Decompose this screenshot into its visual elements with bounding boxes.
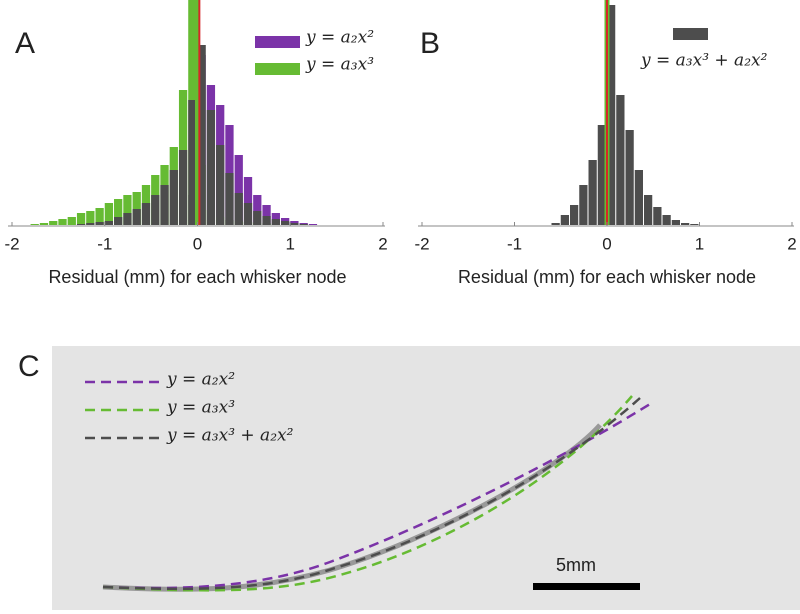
histogram-bar (253, 195, 262, 225)
histogram-bar (644, 195, 653, 225)
panel-letter: A (15, 27, 35, 60)
histogram-bar (76, 213, 86, 225)
histogram-bar (95, 222, 104, 225)
histogram-bar (95, 208, 104, 225)
histogram-bar (123, 195, 132, 225)
x-tick-label: -2 (4, 234, 19, 253)
histogram-bar (681, 223, 690, 225)
histogram-bar (141, 203, 151, 225)
legend-label: y = a₃x³ + a₂x² (166, 426, 294, 446)
histogram-bar (114, 217, 123, 225)
x-axis-label: Residual (mm) for each whisker node (458, 267, 756, 287)
x-tick-label: 2 (787, 234, 796, 253)
histogram-bar (123, 213, 132, 225)
histogram-bar (30, 224, 39, 225)
histogram-bar (86, 223, 95, 225)
legend-label: y = a₃x³ (166, 398, 235, 418)
histogram-bar (262, 205, 271, 225)
histogram-bar (151, 195, 160, 225)
histogram-bar (634, 170, 643, 225)
histogram-bar (206, 110, 216, 225)
histogram-bar (39, 223, 49, 225)
histogram-bar (280, 221, 290, 225)
histogram-bar (132, 192, 141, 225)
histogram-bar (234, 193, 243, 225)
legend-label: y = a₃x³ (305, 55, 374, 75)
scale-bar (533, 583, 640, 590)
histogram-bar (160, 185, 169, 225)
panel-letter: C (18, 350, 40, 383)
histogram-bar (76, 224, 86, 225)
scale-bar-label: 5mm (556, 555, 596, 575)
histogram-bar (49, 221, 58, 225)
x-tick-label: 1 (695, 234, 704, 253)
legend-swatch (255, 36, 300, 48)
fit-curve (102, 397, 641, 591)
x-tick-label: 2 (378, 234, 387, 253)
x-tick-label: 0 (193, 234, 202, 253)
histogram-bar (271, 219, 280, 225)
histogram-bar (225, 173, 234, 225)
histogram-bar (579, 185, 588, 225)
histogram-bar (197, 45, 206, 225)
legend-label: y = a₂x² (305, 28, 374, 48)
fit-curve (102, 402, 651, 590)
photo-background (52, 346, 800, 610)
panel-letter: B (420, 27, 440, 60)
histogram-bar (690, 224, 699, 225)
x-tick-label: -1 (97, 234, 112, 253)
histogram-bar (216, 145, 225, 225)
histogram-bar (653, 207, 662, 225)
histogram-bar (58, 219, 67, 225)
histogram-bar (104, 203, 114, 225)
histogram-bar (616, 95, 625, 225)
histogram-bar (588, 160, 597, 225)
histogram-bar (243, 203, 253, 225)
histogram-bar (114, 199, 123, 225)
histogram-bar (625, 130, 634, 225)
histogram-bar (290, 223, 299, 225)
x-tick-label: -2 (414, 234, 429, 253)
fit-curve (102, 395, 633, 592)
x-tick-label: 1 (286, 234, 295, 253)
histogram-bar (308, 224, 318, 225)
histogram-bar (188, 100, 197, 225)
histogram-bar (243, 177, 253, 225)
x-tick-label: 0 (602, 234, 611, 253)
x-tick-label: -1 (507, 234, 522, 253)
histogram-bar (551, 223, 560, 225)
histogram-bar (299, 224, 308, 225)
x-axis-label: Residual (mm) for each whisker node (48, 267, 346, 287)
histogram-bar (607, 5, 616, 225)
histogram-bar (253, 211, 262, 225)
histogram-bar (132, 209, 141, 225)
histogram-bar (104, 221, 114, 225)
legend-label: y = a₂x² (166, 370, 235, 390)
legend-swatch (673, 28, 708, 40)
histogram-bar (671, 220, 680, 225)
histogram-bar (597, 125, 606, 225)
histogram-bar (86, 211, 95, 225)
histogram-bar (234, 155, 243, 225)
legend-label: y = a₃x³ + a₂x² (640, 51, 768, 71)
legend-swatch (255, 63, 300, 75)
histogram-bar (67, 217, 76, 225)
histogram-bar (178, 150, 188, 225)
histogram-bar (662, 215, 671, 225)
histogram-bar (570, 205, 579, 225)
histogram-bar (560, 215, 569, 225)
histogram-bar (262, 216, 271, 225)
histogram-bar (169, 170, 178, 225)
